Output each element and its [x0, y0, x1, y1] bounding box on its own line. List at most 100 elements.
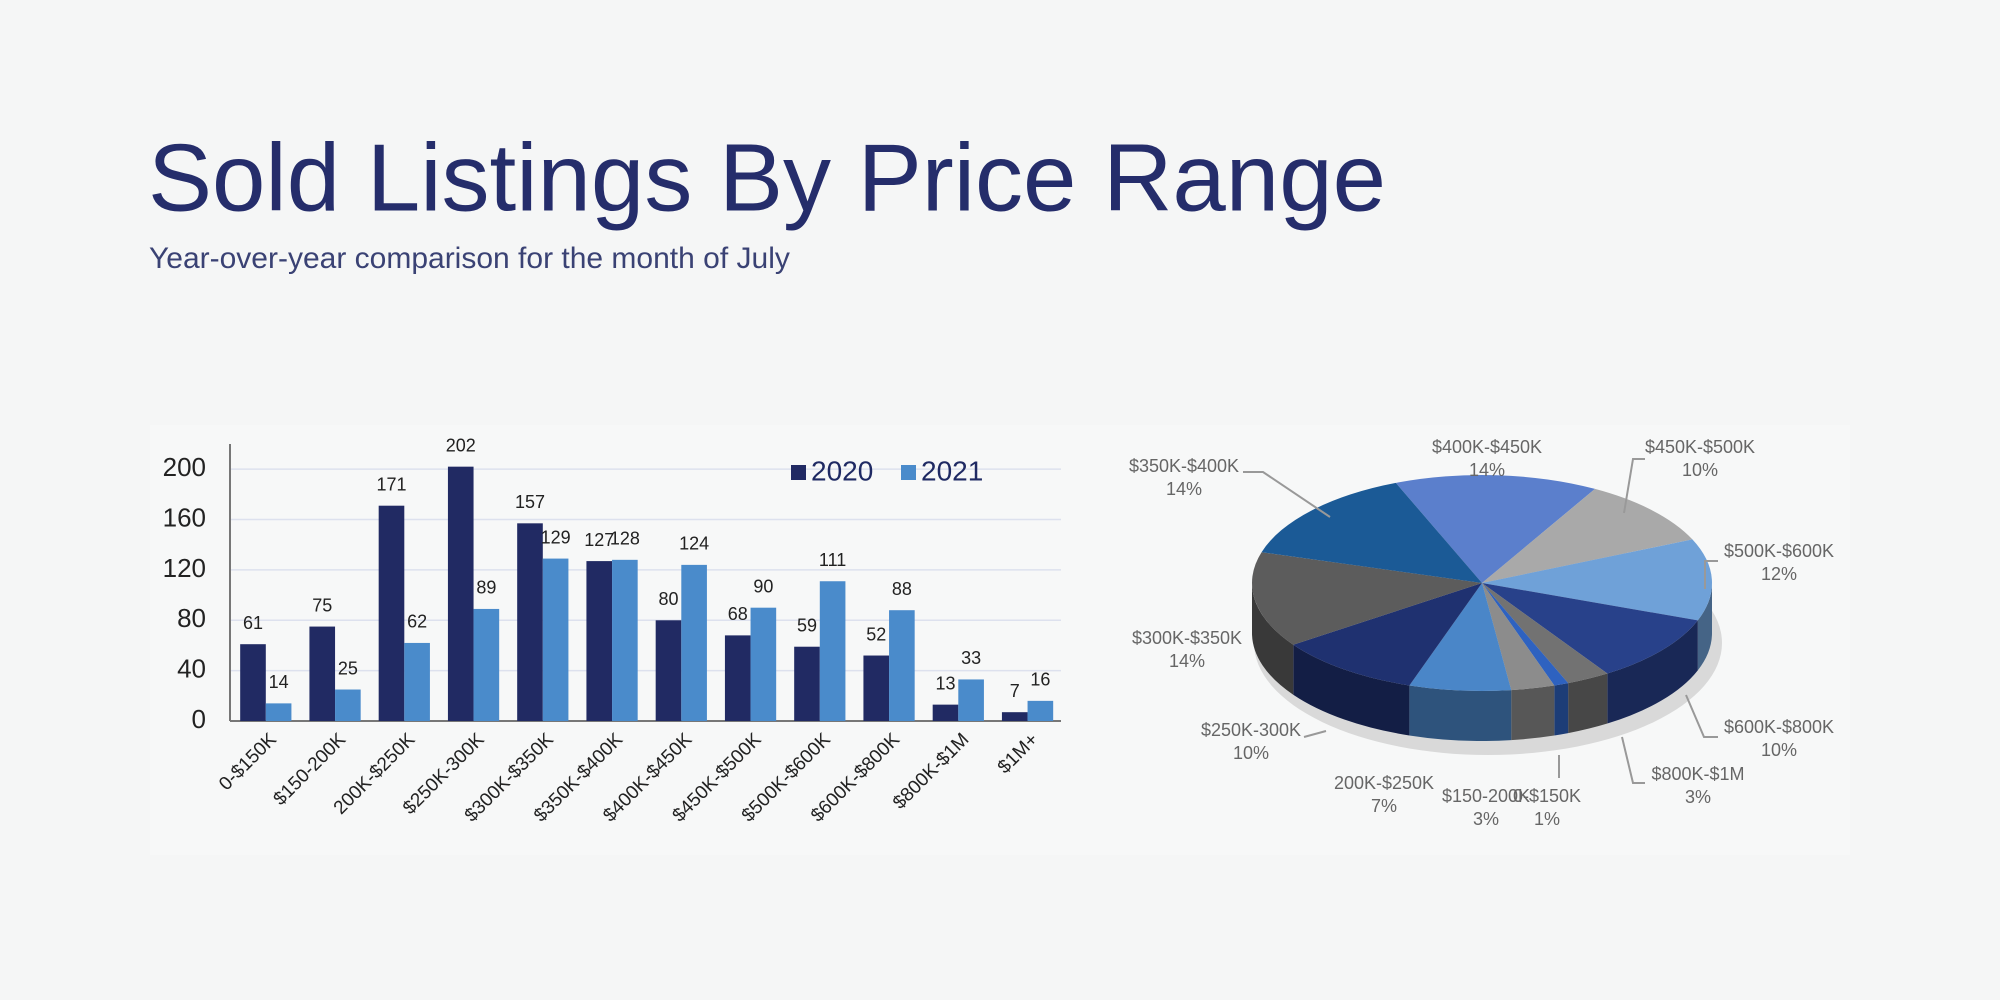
value-label: 88 [892, 579, 912, 599]
value-label: 68 [728, 604, 748, 624]
pie-category-label: 200K-$250K [1334, 773, 1434, 793]
pie-category-label: $300K-$350K [1132, 628, 1242, 648]
pie-slice [1482, 539, 1713, 621]
value-label: 52 [866, 624, 886, 644]
pie-value-label: 14% [1469, 460, 1505, 480]
pie-category-label: 0-$150K [1513, 786, 1581, 806]
pie-slice-side [1293, 644, 1410, 736]
legend-label: 2020 [811, 455, 873, 486]
value-label: 124 [679, 534, 709, 554]
bar [404, 642, 430, 721]
bar [932, 704, 959, 721]
pie-value-label: 14% [1166, 479, 1202, 499]
pie-category-label: $350K-$400K [1129, 456, 1239, 476]
bar [681, 564, 707, 721]
pie-slice-side [1697, 583, 1712, 671]
bar [309, 626, 336, 721]
pie-slice-side [1252, 583, 1294, 695]
legend-label: 2021 [921, 455, 983, 486]
subtitle: Year-over-year comparison for the month … [149, 242, 790, 275]
pie-slice-side [1554, 683, 1569, 736]
value-label: 33 [961, 648, 981, 668]
bar [1001, 712, 1028, 721]
y-tick-label: 0 [192, 704, 206, 734]
pie-slice [1261, 482, 1482, 583]
bar [1027, 700, 1054, 721]
bar [655, 620, 682, 721]
pie-slice [1482, 488, 1693, 583]
pie-category-label: $800K-$1M [1651, 764, 1744, 784]
value-label: 128 [610, 529, 640, 549]
value-label: 13 [935, 673, 955, 693]
pie-category-label: $600K-$800K [1724, 717, 1834, 737]
y-tick-label: 40 [177, 654, 206, 684]
pie-slice [1409, 583, 1512, 691]
value-label: 127 [584, 530, 614, 550]
value-label: 61 [243, 613, 263, 633]
pie-value-label: 12% [1761, 564, 1797, 584]
bar [724, 635, 751, 721]
bar [794, 646, 820, 721]
pie-slice-side [1607, 620, 1698, 724]
pie-slice-side [1511, 685, 1555, 741]
pie-slice [1482, 583, 1608, 684]
pie [1252, 475, 1722, 755]
value-label: 80 [658, 589, 678, 609]
value-label: 62 [407, 612, 427, 632]
bar [378, 505, 405, 721]
bar [863, 655, 890, 721]
pie-slice [1252, 552, 1482, 645]
value-label: 75 [312, 595, 332, 615]
pie-slice-side [1568, 673, 1608, 734]
legend-swatch [901, 465, 916, 480]
bar [473, 608, 500, 721]
pie-category-label: $400K-$450K [1432, 437, 1542, 457]
leader-line [1623, 458, 1645, 514]
bar [819, 581, 846, 721]
value-label: 25 [338, 658, 358, 678]
title: Sold Listings By Price Range [148, 124, 1386, 231]
pie-value-label: 10% [1233, 743, 1269, 763]
pie-value-label: 7% [1371, 796, 1397, 816]
pie-slice [1482, 583, 1569, 686]
legend-swatch [791, 465, 806, 480]
bar [517, 523, 543, 721]
value-label: 90 [753, 576, 773, 596]
bar [586, 561, 613, 721]
pie-slice [1482, 583, 1698, 674]
bar [542, 558, 569, 721]
value-label: 59 [797, 615, 817, 635]
pie-category-label: $250K-300K [1201, 720, 1301, 740]
value-label: 7 [1010, 681, 1020, 701]
y-tick-label: 160 [163, 502, 206, 532]
pie-slice [1293, 583, 1482, 686]
bar [265, 703, 292, 721]
leader-line [1303, 730, 1327, 738]
bar [240, 644, 266, 721]
pie-slice [1482, 583, 1555, 691]
value-label: 16 [1030, 670, 1050, 690]
value-label: 129 [541, 527, 571, 547]
pie-slice [1395, 475, 1596, 583]
bar [958, 679, 984, 721]
pie-value-label: 10% [1761, 740, 1797, 760]
leader-line [1621, 736, 1645, 784]
value-label: 202 [446, 435, 476, 455]
y-tick-label: 120 [163, 553, 206, 583]
pie-value-label: 10% [1682, 460, 1718, 480]
pie-value-label: 3% [1685, 787, 1711, 807]
value-label: 14 [269, 672, 289, 692]
pie-slice-side [1409, 685, 1512, 741]
pie-category-label: $450K-$500K [1645, 437, 1755, 457]
bar [750, 607, 777, 721]
y-tick-label: 200 [163, 452, 206, 482]
bar [612, 559, 638, 721]
leader-line [1685, 694, 1718, 738]
pie-category-label: $150-200K [1442, 786, 1530, 806]
value-label: 89 [476, 578, 496, 598]
y-tick-label: 80 [177, 603, 206, 633]
pie-value-label: 14% [1169, 651, 1205, 671]
pie-value-label: 3% [1473, 809, 1499, 829]
bar [447, 466, 474, 721]
